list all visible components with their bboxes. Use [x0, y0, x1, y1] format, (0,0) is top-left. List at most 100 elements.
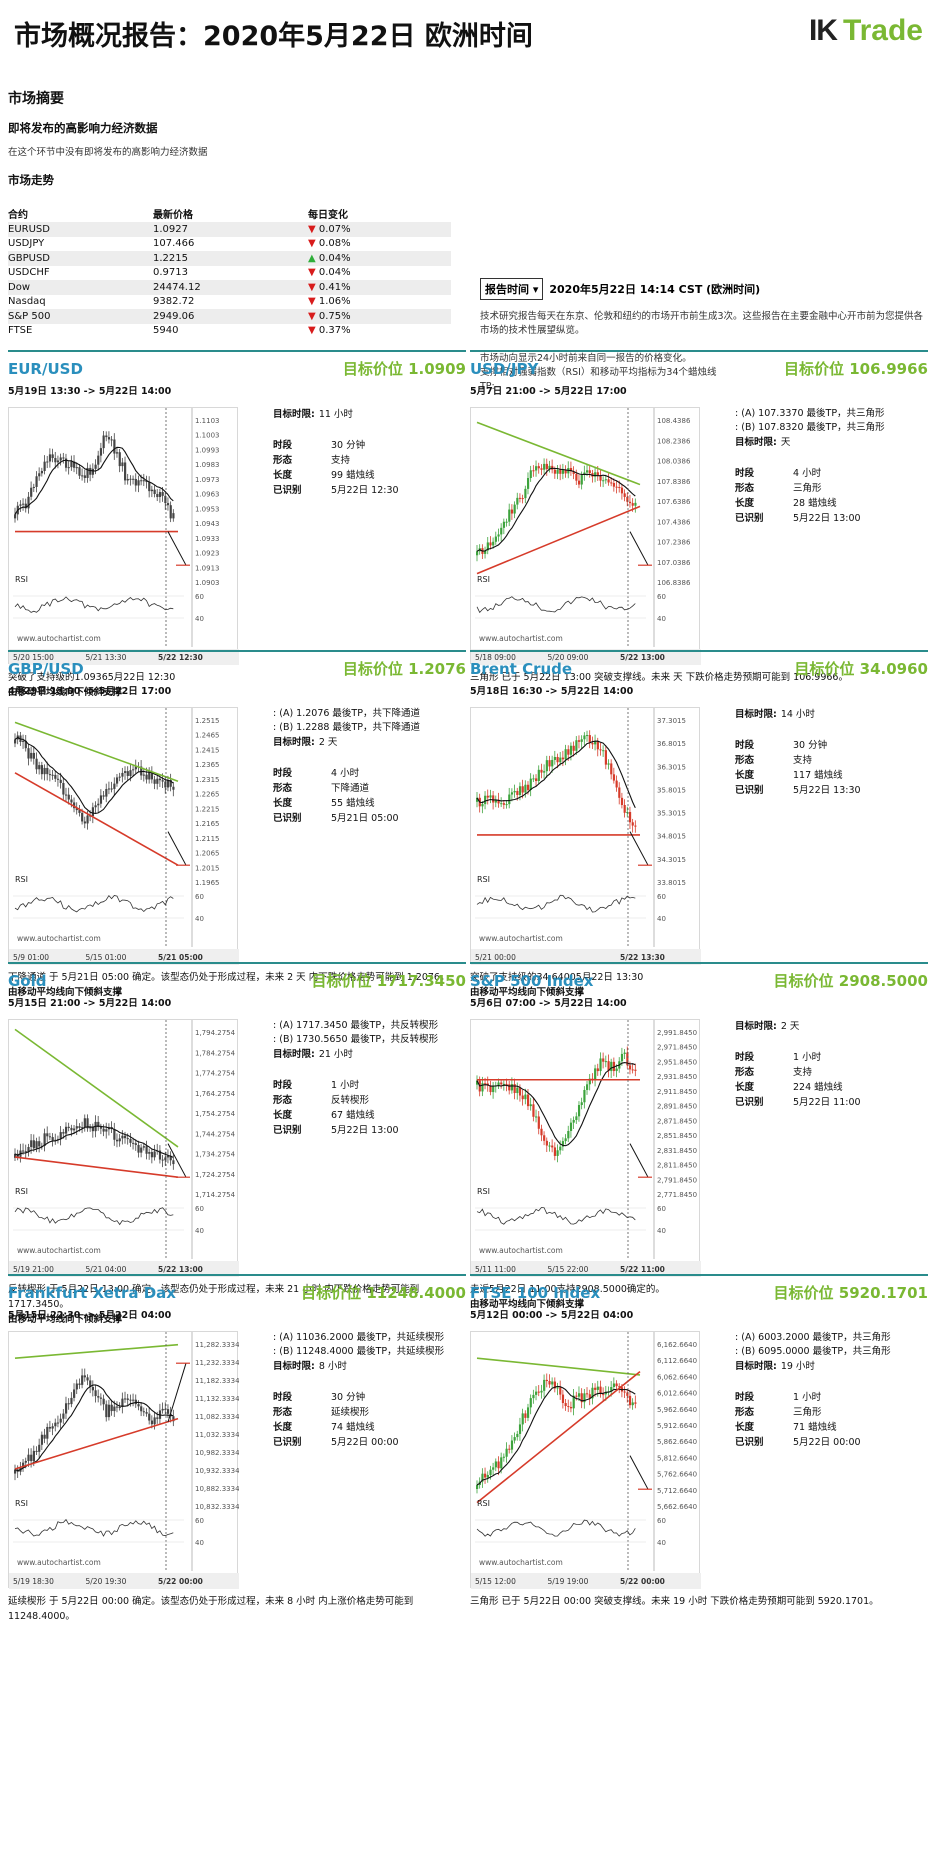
- period-value: 30 分钟: [331, 1392, 366, 1403]
- y-tick-label: 5,712.6640: [657, 1487, 697, 1495]
- instrument-name[interactable]: USD/JPY: [470, 360, 539, 378]
- period-value: 1 小时: [793, 1052, 822, 1063]
- candle-body: [575, 473, 578, 481]
- table-row: GBPUSD 1.2215 ▲ 0.04%: [8, 251, 451, 266]
- candle-body: [588, 1394, 591, 1399]
- period-value: 30 分钟: [331, 440, 366, 451]
- candle-body: [588, 470, 591, 474]
- instrument-name[interactable]: EUR/USD: [8, 360, 83, 378]
- instrument-name[interactable]: Frankfurt Xetra Dax: [8, 1284, 176, 1302]
- candle-body: [169, 505, 172, 519]
- instrument-name[interactable]: S&P 500 Index: [470, 972, 594, 990]
- candle-body: [38, 1444, 41, 1452]
- instrument-name[interactable]: FTSE 100 Index: [470, 1284, 601, 1302]
- target-price: 目标价位 5920.1701: [773, 1284, 928, 1302]
- candle-body: [129, 770, 132, 776]
- chart-container: 6,162.6640 6,112.6640 6,062.6640 6,012.6640…: [470, 1331, 701, 1589]
- candle-body: [94, 1390, 97, 1397]
- report-time-button[interactable]: 报告时间 ▾: [480, 278, 544, 300]
- forecast-arrow-icon: [629, 831, 649, 866]
- candle-body: [105, 1129, 108, 1132]
- candle-body: [580, 739, 583, 742]
- candle-body: [118, 1407, 121, 1409]
- candle-body: [75, 1383, 78, 1390]
- candle-body: [70, 799, 73, 803]
- x-tick-label: 5/21 04:00: [86, 1265, 127, 1274]
- candle-body: [628, 1065, 632, 1070]
- candle-body: [545, 463, 548, 470]
- instrument-name[interactable]: GBP/USD: [8, 660, 84, 678]
- candle-body: [607, 479, 610, 483]
- candle-body: [113, 1128, 116, 1140]
- y-tick-label: 11,132.3334: [195, 1395, 239, 1403]
- instrument-panel: S&P 500 Index 目标价位 2908.5000 5月6日 07:00 …: [470, 962, 928, 1310]
- moving-average-line: [476, 1385, 636, 1486]
- y-tick-label: 10,832.3334: [195, 1503, 239, 1511]
- candle-body: [107, 437, 111, 440]
- report-desc-4: TP:: [480, 381, 495, 392]
- y-tick-label: 1,784.2754: [195, 1049, 236, 1057]
- candle-body: [599, 1386, 602, 1395]
- pattern-line: [476, 1370, 641, 1504]
- candle-body: [594, 741, 597, 745]
- candle-body: [602, 1394, 605, 1396]
- candle-body: [81, 1375, 84, 1385]
- candle-body: [513, 1084, 516, 1094]
- candle-body: [126, 1138, 129, 1140]
- x-tick-label: 5/11 11:00: [475, 1265, 516, 1274]
- moving-average-line: [14, 446, 174, 515]
- candle-body: [505, 1083, 508, 1085]
- chart-container: 1,794.2754 1,784.2754 1,774.2754 1,764.2754…: [8, 1019, 239, 1277]
- y-tick-label: 1.0913: [195, 564, 220, 572]
- candle-body: [626, 496, 629, 502]
- y-tick-label: 1.0903: [195, 579, 220, 587]
- candle-body: [150, 1152, 154, 1158]
- tp-a: : (A) 107.3370 最後TP，共三角形: [735, 408, 885, 419]
- instrument-name[interactable]: Gold: [8, 972, 47, 990]
- y-tick-label: 1.2165: [195, 820, 220, 828]
- x-tick-label: 5/22 00:00: [158, 1577, 203, 1586]
- period-value: 1 小时: [793, 1392, 822, 1403]
- candle-body: [524, 784, 527, 793]
- candle-body: [569, 1406, 573, 1409]
- identified-value: 5月22日 12:30: [331, 485, 399, 496]
- candle-body: [78, 467, 81, 476]
- candle-body: [105, 1404, 108, 1418]
- x-axis-band: [471, 649, 701, 665]
- candle-body: [583, 1393, 586, 1403]
- candle-body: [161, 1408, 164, 1411]
- candle-body: [73, 1128, 76, 1131]
- table-row: FTSE 5940 ▼ 0.37%: [8, 324, 451, 339]
- candle-body: [572, 1119, 575, 1123]
- candle-body: [604, 1061, 607, 1063]
- candle-body: [596, 472, 599, 476]
- rsi-label: RSI: [477, 1187, 490, 1196]
- candle-body: [510, 1440, 514, 1450]
- candle-body: [148, 482, 151, 492]
- watermark: www.autochartist.com: [17, 1246, 101, 1255]
- quote-name: EURUSD: [8, 222, 153, 237]
- target-price: 目标价位 34.0960: [794, 660, 928, 678]
- candle-body: [137, 480, 140, 486]
- time-range: 4月29日 13:00 -> 5月22日 17:00: [8, 686, 172, 697]
- y-tick-label: 6,012.6640: [657, 1390, 697, 1398]
- target-price: 目标价位 1717.3450: [311, 972, 466, 990]
- pattern-info: 目标时限: 14 小时 时段 30 分钟 形态 支持 长度 117 蜡烛线 已识别 5月2…: [735, 709, 861, 796]
- candle-body: [110, 788, 113, 790]
- candle-body: [497, 799, 500, 804]
- candle-body: [551, 1145, 554, 1148]
- instrument-name[interactable]: Brent Crude: [470, 660, 573, 678]
- forecast-arrow-icon: [629, 1143, 649, 1178]
- candle-body: [35, 476, 38, 487]
- candle-body: [59, 1418, 62, 1423]
- candle-body: [500, 803, 503, 805]
- tp-b: : (B) 11248.4000 最後TP，共延续楔形: [273, 1346, 445, 1357]
- candle-body: [518, 786, 522, 795]
- candle-body: [78, 1383, 81, 1385]
- candle-body: [83, 1118, 86, 1128]
- rsi-label: RSI: [477, 1499, 490, 1508]
- tp-a: : (A) 6003.2000 最後TP，共三角形: [735, 1332, 891, 1343]
- candle-body: [623, 493, 626, 497]
- candle-body: [129, 1399, 132, 1401]
- candle-body: [102, 1128, 105, 1132]
